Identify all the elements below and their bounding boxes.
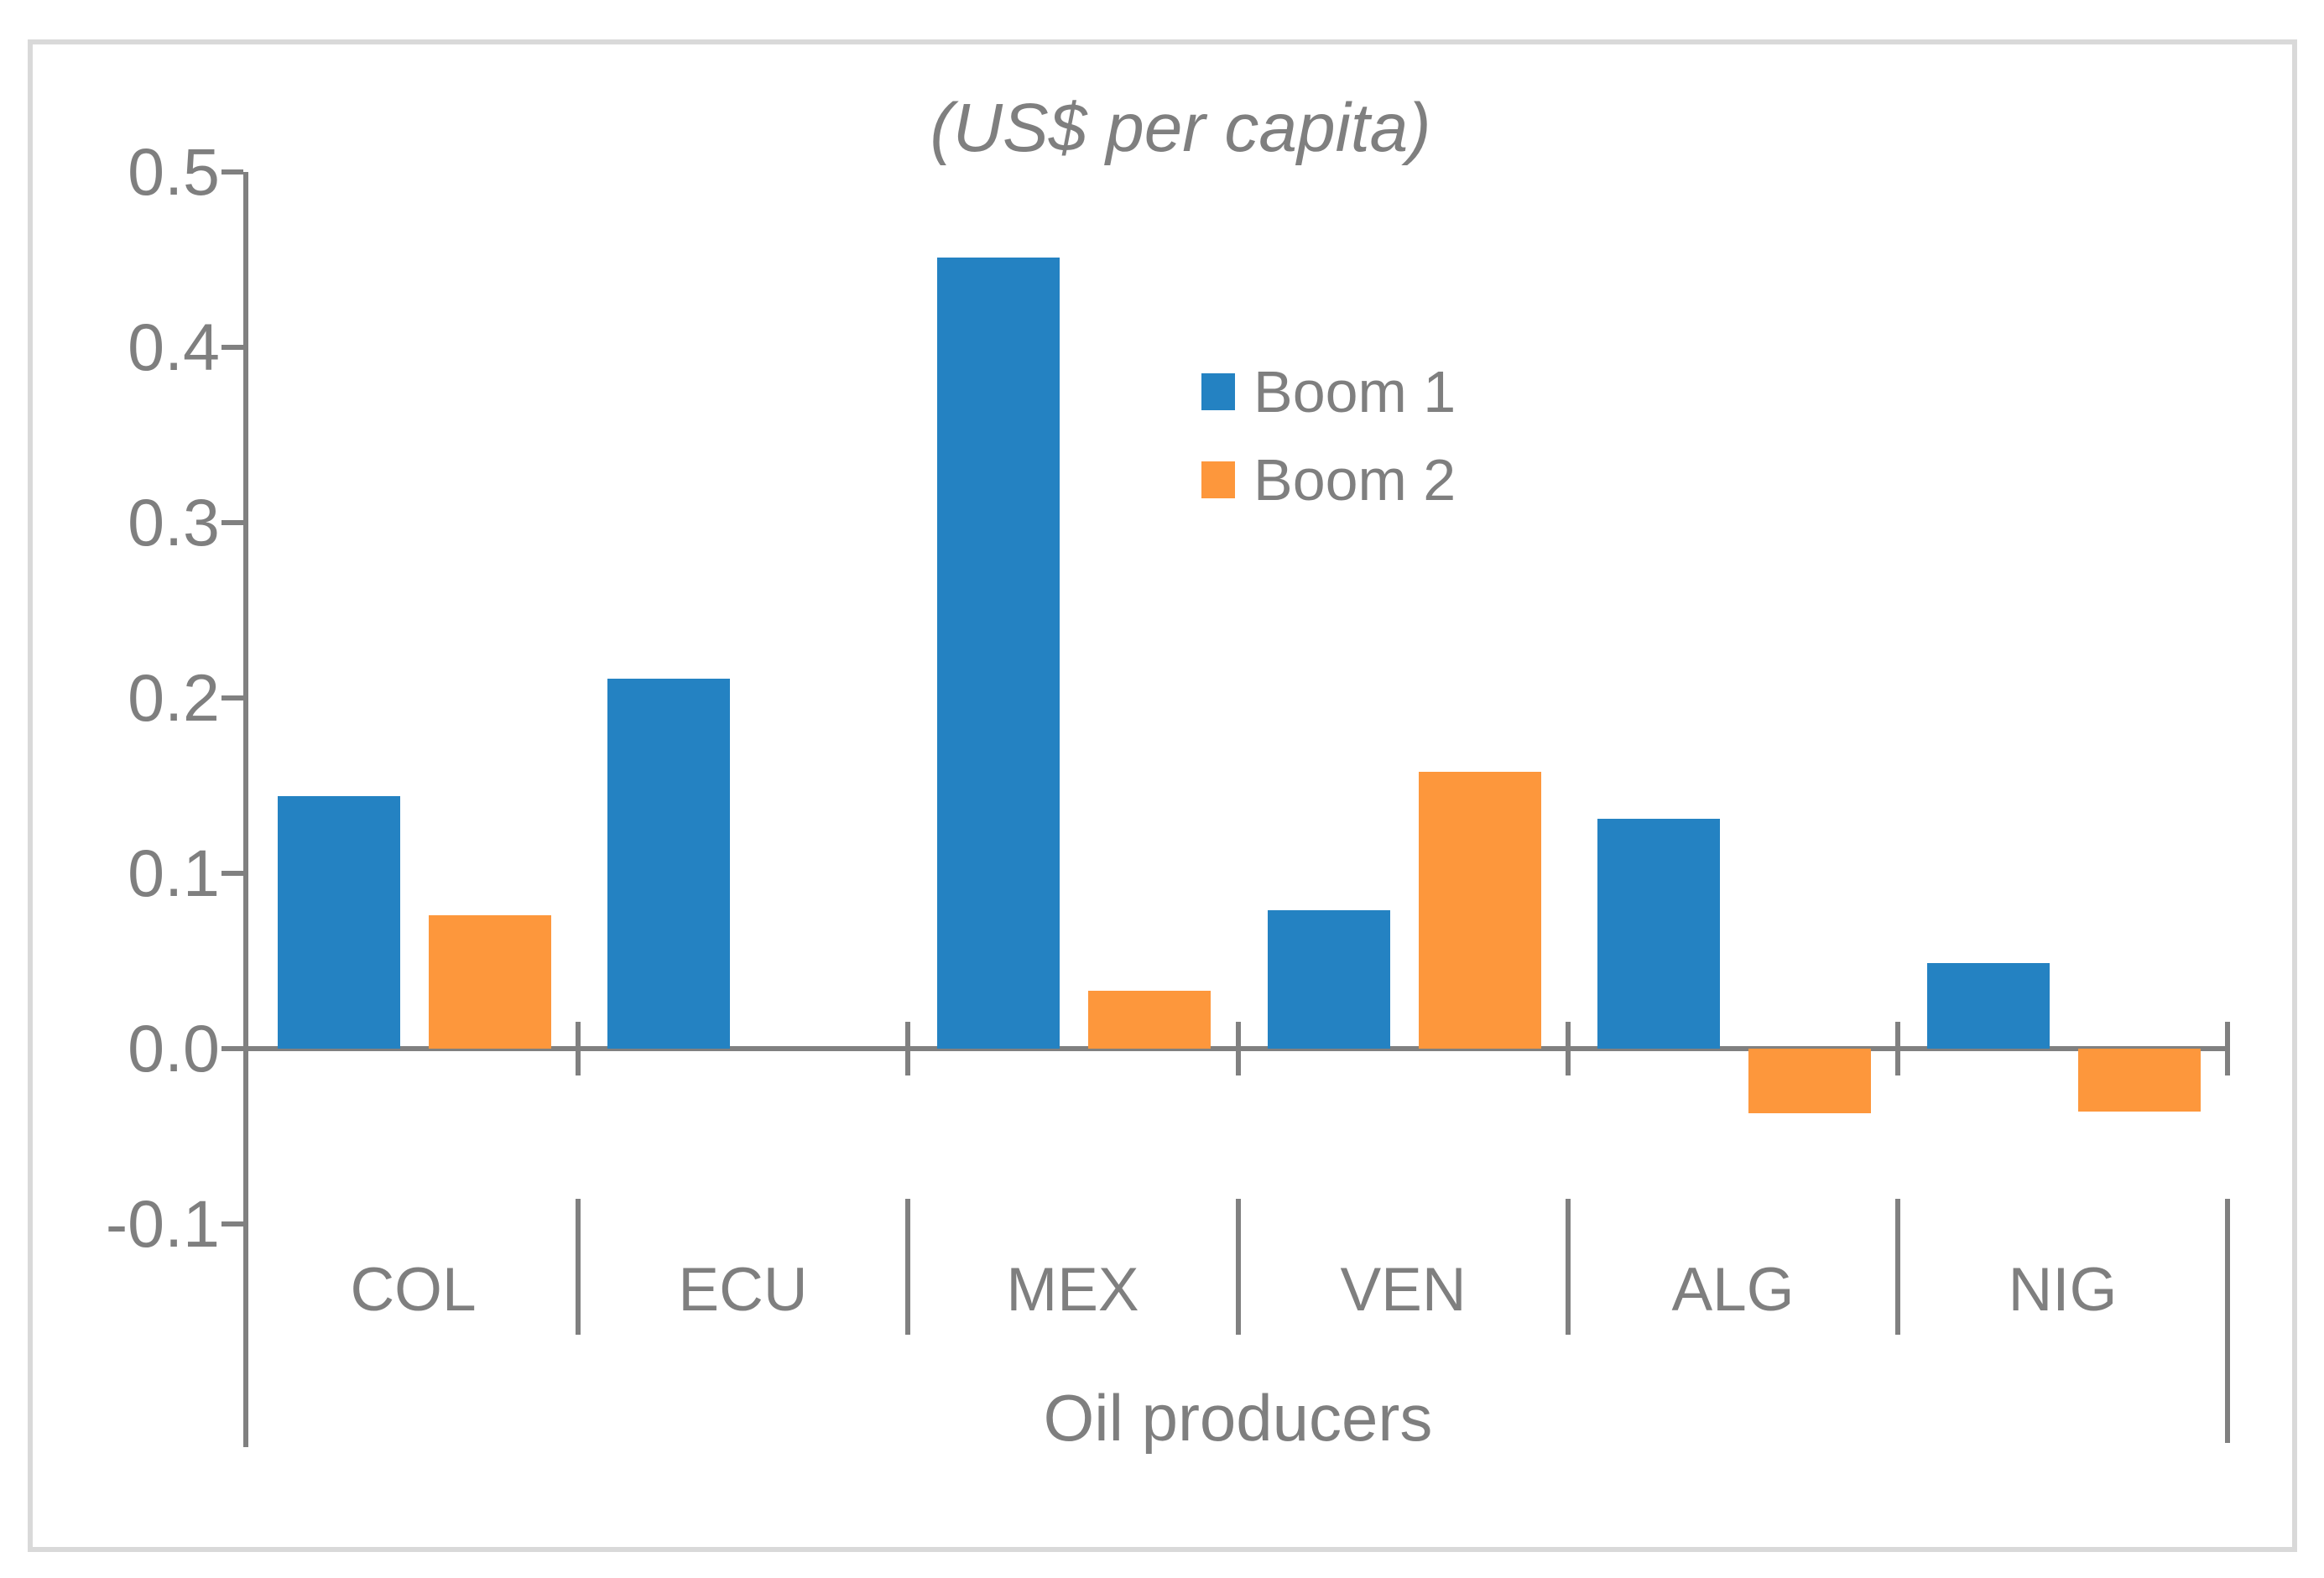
bar-boom1-nig <box>1927 963 2050 1049</box>
y-tick-label: 0.2 <box>128 660 220 735</box>
bar-boom1-ecu <box>607 679 730 1049</box>
bar-boom2-mex <box>1088 991 1211 1049</box>
category-boundary-tick <box>1236 1022 1241 1075</box>
y-tick-label: -0.1 <box>105 1186 220 1261</box>
legend-item-boom-2: Boom 2 <box>1201 447 1456 513</box>
y-axis-tick <box>221 345 243 350</box>
category-label-alg: ALG <box>1671 1256 1795 1324</box>
bar-boom2-ven <box>1419 772 1541 1049</box>
legend-label-boom-2: Boom 2 <box>1253 447 1456 513</box>
category-label-col: COL <box>350 1256 477 1324</box>
legend-item-boom-1: Boom 1 <box>1201 359 1456 424</box>
y-axis-tick <box>221 1221 243 1226</box>
category-boundary-tick <box>576 1022 581 1075</box>
y-tick-label: 0.0 <box>128 1011 220 1086</box>
bar-boom1-ven <box>1268 910 1390 1049</box>
y-axis-tick <box>221 169 243 174</box>
bar-boom2-alg <box>1748 1049 1871 1113</box>
bar-boom1-col <box>278 796 400 1049</box>
y-axis-line <box>243 172 248 1447</box>
category-boundary-tick <box>905 1022 910 1075</box>
y-tick-label: 0.1 <box>128 836 220 910</box>
category-label-separator <box>1566 1199 1571 1335</box>
bar-boom2-nig <box>2078 1049 2201 1112</box>
legend-swatch-boom-1 <box>1201 373 1235 410</box>
x-axis-title: Oil producers <box>1043 1381 1433 1455</box>
category-label-separator <box>1895 1199 1900 1335</box>
category-boundary-tick <box>2225 1022 2230 1075</box>
chart-title: (US$ per capita) <box>930 90 1431 166</box>
category-label-mex: MEX <box>1006 1256 1139 1324</box>
y-tick-label: 0.3 <box>128 485 220 560</box>
category-label-separator <box>1236 1199 1241 1335</box>
category-label-separator <box>576 1199 581 1335</box>
y-axis-tick <box>221 1046 243 1051</box>
y-tick-label: 0.4 <box>128 310 220 384</box>
chart-frame <box>28 39 2297 1552</box>
y-tick-label: 0.5 <box>128 134 220 209</box>
y-axis-tick <box>221 520 243 525</box>
y-axis-tick <box>221 695 243 700</box>
y-axis-tick <box>221 871 243 876</box>
category-boundary-tick <box>1895 1022 1900 1075</box>
bar-boom2-col <box>429 915 551 1049</box>
category-label-separator <box>905 1199 910 1335</box>
category-label-ecu: ECU <box>678 1256 808 1324</box>
legend-swatch-boom-2 <box>1201 461 1235 498</box>
category-label-separator <box>2225 1199 2230 1443</box>
category-label-ven: VEN <box>1340 1256 1467 1324</box>
bar-boom1-mex <box>937 258 1060 1049</box>
category-boundary-tick <box>1566 1022 1571 1075</box>
bar-boom1-alg <box>1597 819 1720 1049</box>
category-label-nig: NIG <box>2008 1256 2118 1324</box>
legend-label-boom-1: Boom 1 <box>1253 359 1456 424</box>
